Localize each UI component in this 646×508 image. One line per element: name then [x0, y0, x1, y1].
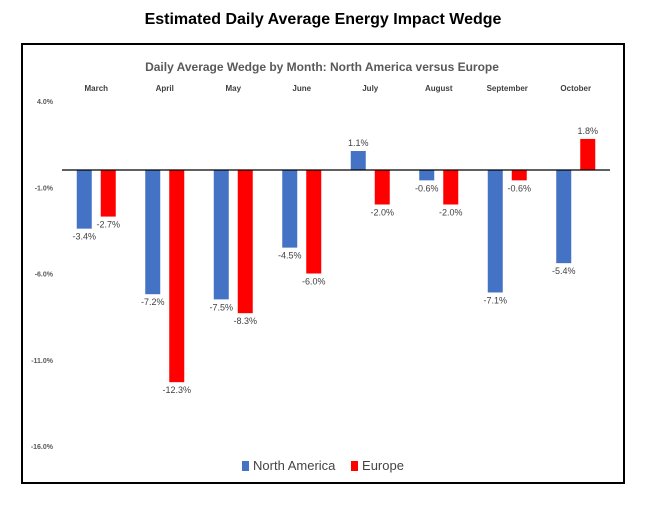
data-label-north-america: -3.4%: [72, 232, 96, 242]
data-label-north-america: -7.5%: [209, 302, 233, 312]
bar-north-america: [145, 170, 161, 295]
bar-north-america: [419, 170, 435, 181]
legend-label-north-america: North America: [253, 458, 336, 473]
data-label-north-america: -4.5%: [278, 251, 302, 261]
bar-europe: [100, 170, 116, 217]
legend-swatch-north-america: [242, 460, 250, 471]
category-label: September: [487, 84, 528, 93]
bar-north-america: [76, 170, 92, 229]
data-label-north-america: 1.1%: [348, 138, 369, 148]
data-label-europe: -8.3%: [233, 316, 257, 326]
bar-europe: [169, 170, 185, 383]
category-label: August: [425, 84, 453, 93]
legend-item-europe: Europe: [351, 458, 404, 473]
category-label: March: [84, 84, 108, 93]
bar-europe: [580, 138, 596, 170]
page-title: Estimated Daily Average Energy Impact We…: [144, 11, 502, 28]
category-label: June: [292, 84, 311, 93]
category-label: May: [225, 84, 241, 93]
data-label-north-america: -0.6%: [415, 183, 439, 193]
bar-north-america: [556, 170, 572, 264]
data-label-europe: -0.6%: [507, 183, 531, 193]
bar-north-america: [213, 170, 229, 300]
bar-north-america: [282, 170, 298, 248]
y-tick-label: -6.0%: [35, 272, 54, 279]
data-label-north-america: -5.4%: [552, 266, 576, 276]
chart-frame: [21, 43, 625, 484]
y-tick-label: -1.0%: [35, 185, 54, 192]
y-tick-label: -11.0%: [31, 358, 54, 365]
bar-europe: [511, 170, 527, 181]
bar-europe: [306, 170, 322, 274]
y-tick-label: 4.0%: [37, 99, 54, 106]
data-label-north-america: -7.2%: [141, 297, 165, 307]
data-label-europe: -12.3%: [162, 385, 191, 395]
category-label: April: [156, 84, 174, 93]
bar-north-america: [487, 170, 503, 293]
data-label-europe: -2.0%: [370, 208, 394, 218]
bar-europe: [443, 170, 459, 205]
legend-swatch-europe: [351, 460, 359, 471]
category-label: October: [560, 84, 591, 93]
data-label-europe: -2.7%: [96, 220, 120, 230]
category-label: July: [362, 84, 379, 93]
legend: North America Europe: [0, 458, 646, 474]
legend-label-europe: Europe: [362, 458, 404, 473]
data-label-europe: -6.0%: [302, 277, 326, 287]
data-label-north-america: -7.1%: [483, 295, 507, 305]
chart-title: Daily Average Wedge by Month: North Amer…: [145, 60, 499, 74]
legend-item-north-america: North America: [242, 458, 335, 473]
bar-north-america: [350, 151, 366, 170]
y-tick-label: -16.0%: [31, 444, 54, 451]
bar-europe: [374, 170, 390, 205]
bar-europe: [237, 170, 253, 314]
data-label-europe: -2.0%: [439, 208, 463, 218]
data-label-europe: 1.8%: [577, 126, 598, 136]
